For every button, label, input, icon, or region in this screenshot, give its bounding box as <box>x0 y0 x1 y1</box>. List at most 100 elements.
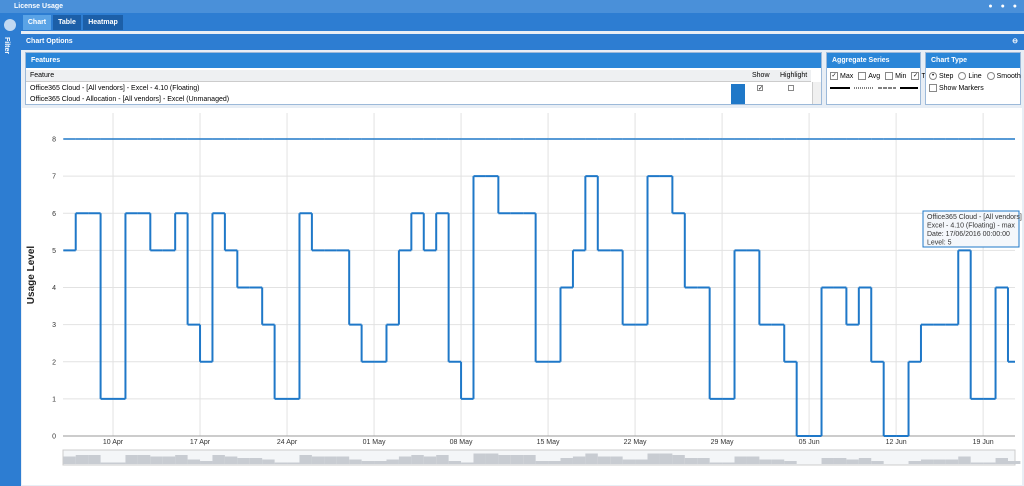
checkbox[interactable] <box>788 85 794 91</box>
x-tick-label: 08 May <box>450 439 473 446</box>
navigator-bar <box>672 455 685 464</box>
navigator-bar <box>920 459 934 464</box>
x-tick-label: 22 May <box>624 439 647 446</box>
navigator-bar <box>510 455 524 464</box>
navigator-bar <box>287 462 300 464</box>
column-header: Feature <box>30 72 55 79</box>
navigator-bar <box>647 453 660 464</box>
navigator-bar <box>113 462 126 464</box>
navigator-bar <box>784 461 797 464</box>
x-tick-label: 05 Jun <box>799 439 820 446</box>
navigator-bar <box>63 456 76 464</box>
navigator-bar <box>622 459 636 464</box>
option-label: Avg <box>868 72 881 80</box>
navigator-bar <box>200 461 213 464</box>
navigator-bar <box>75 455 89 464</box>
navigator-bar <box>983 462 996 464</box>
navigator-bar <box>684 458 698 464</box>
x-tick-label: 12 Jun <box>886 439 907 446</box>
checkbox[interactable]: ✓ <box>757 85 764 92</box>
column-header: Highlight <box>780 72 808 79</box>
x-tick-label: 01 May <box>363 439 386 446</box>
tab[interactable]: Chart <box>23 15 51 30</box>
navigator-bar <box>299 455 312 464</box>
checkbox-option[interactable]: Avg <box>856 72 881 80</box>
navigator-bar <box>88 455 101 464</box>
navigator-bar <box>398 456 412 464</box>
navigator-bar <box>635 459 648 464</box>
filter-label[interactable]: Filter <box>3 37 10 55</box>
window-controls[interactable]: ● ● ● <box>988 3 1020 10</box>
checkbox-option[interactable]: Min <box>883 72 906 80</box>
radio-option[interactable]: Line <box>956 72 982 80</box>
navigator-bar <box>709 462 723 464</box>
tooltip-line: Excel - 4.10 (Floating) - max <box>927 223 1015 230</box>
tab[interactable]: Table <box>53 15 81 30</box>
navigator-bar <box>162 456 176 464</box>
checkbox-option[interactable]: ✓ Max <box>830 72 854 80</box>
navigator-bar <box>610 456 623 464</box>
feature-row[interactable]: Office365 Cloud - Allocation - [All vend… <box>30 96 230 103</box>
navigator-bar <box>187 459 201 464</box>
y-tick-label: 4 <box>52 285 56 292</box>
navigator-bar <box>697 458 710 464</box>
option-label: Smooth <box>996 72 1021 80</box>
navigator-bar <box>374 461 387 464</box>
navigator-bar <box>311 456 325 464</box>
navigator-bar <box>821 458 834 464</box>
scrollbar[interactable] <box>812 82 821 104</box>
navigator-bar <box>548 461 561 464</box>
navigator-bar <box>970 462 984 464</box>
navigator-bar <box>349 459 362 464</box>
navigator-bar <box>249 458 263 464</box>
radio-option[interactable]: Smooth <box>985 72 1021 80</box>
navigator-bar <box>386 459 399 464</box>
navigator-bar <box>759 459 772 464</box>
title-bar: License Usage ● ● ● <box>0 0 1024 13</box>
feature-row[interactable]: Office365 Cloud - [All vendors] - Excel … <box>30 85 200 92</box>
navigator-bar <box>933 459 946 464</box>
options-title: Chart Options <box>26 38 73 45</box>
collapse-icon[interactable]: ⊖ <box>1012 38 1018 45</box>
navigator-bar <box>535 461 549 464</box>
navigator-bar <box>336 456 350 464</box>
navigator-bar <box>1007 461 1021 464</box>
panel-title: Chart Type <box>926 53 1020 68</box>
tab[interactable]: Heatmap <box>83 15 123 30</box>
option-label: Max <box>840 72 854 80</box>
navigator-bar <box>958 456 971 464</box>
navigator-bar <box>274 462 288 464</box>
navigator-bar <box>771 459 785 464</box>
y-axis-label: Usage Level <box>26 246 37 305</box>
filter-strip[interactable]: Filter <box>0 13 21 486</box>
window-title: License Usage <box>14 3 64 10</box>
navigator-bar <box>585 453 598 464</box>
radio-option[interactable]: • Step <box>927 72 953 80</box>
panel-title: Features <box>26 53 821 68</box>
navigator-bar <box>572 456 586 464</box>
tooltip <box>922 210 1020 248</box>
features-panel: Features Feature Show Highlight Office36… <box>25 52 822 105</box>
navigator-bar <box>100 462 114 464</box>
markers-option[interactable]: Show Markers <box>927 84 984 92</box>
navigator-bar <box>212 455 225 464</box>
navigator-bar <box>125 455 138 464</box>
navigator-bar <box>150 456 163 464</box>
filter-icon[interactable] <box>4 19 16 31</box>
navigator-bar <box>485 453 499 464</box>
series-styles <box>830 87 918 89</box>
options-bar[interactable]: Chart Options ⊖ <box>21 34 1024 50</box>
navigator-bar <box>237 458 250 464</box>
navigator-bar <box>746 456 760 464</box>
option-label: Show Markers <box>939 84 984 92</box>
navigator-bar <box>498 455 511 464</box>
navigator-bar <box>659 453 673 464</box>
option-label: Line <box>968 72 982 80</box>
chart-area <box>22 108 1022 485</box>
navigator-bar <box>560 458 573 464</box>
navigator-bar <box>722 462 735 464</box>
y-tick-label: 3 <box>52 322 56 329</box>
navigator-bar <box>137 455 151 464</box>
